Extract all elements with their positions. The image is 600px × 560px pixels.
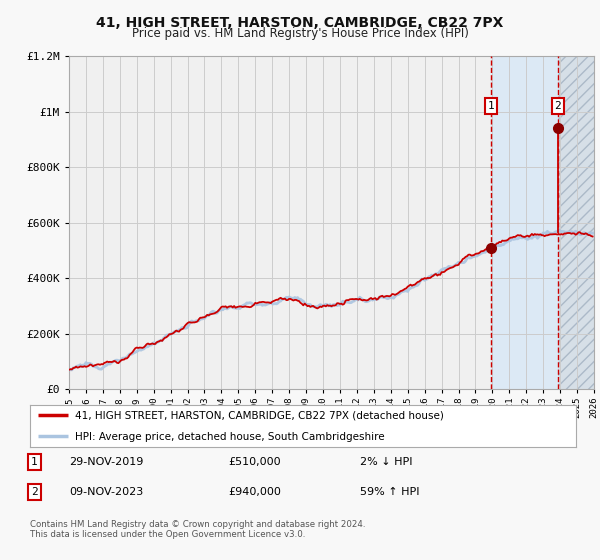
Text: 2: 2: [554, 101, 561, 111]
Text: 1: 1: [487, 101, 494, 111]
Text: 59% ↑ HPI: 59% ↑ HPI: [360, 487, 419, 497]
Text: 09-NOV-2023: 09-NOV-2023: [69, 487, 143, 497]
Text: Price paid vs. HM Land Registry's House Price Index (HPI): Price paid vs. HM Land Registry's House …: [131, 27, 469, 40]
Bar: [491, 56, 558, 389]
Text: 1: 1: [31, 457, 38, 467]
Text: 41, HIGH STREET, HARSTON, CAMBRIDGE, CB22 7PX (detached house): 41, HIGH STREET, HARSTON, CAMBRIDGE, CB2…: [75, 411, 443, 421]
Text: £510,000: £510,000: [228, 457, 281, 467]
Text: 2% ↓ HPI: 2% ↓ HPI: [360, 457, 413, 467]
Text: Contains HM Land Registry data © Crown copyright and database right 2024.
This d: Contains HM Land Registry data © Crown c…: [30, 520, 365, 539]
Text: 29-NOV-2019: 29-NOV-2019: [69, 457, 143, 467]
Text: £940,000: £940,000: [228, 487, 281, 497]
Text: HPI: Average price, detached house, South Cambridgeshire: HPI: Average price, detached house, Sout…: [75, 432, 385, 442]
Bar: [558, 56, 594, 389]
Text: 2: 2: [31, 487, 38, 497]
Text: 41, HIGH STREET, HARSTON, CAMBRIDGE, CB22 7PX: 41, HIGH STREET, HARSTON, CAMBRIDGE, CB2…: [97, 16, 503, 30]
